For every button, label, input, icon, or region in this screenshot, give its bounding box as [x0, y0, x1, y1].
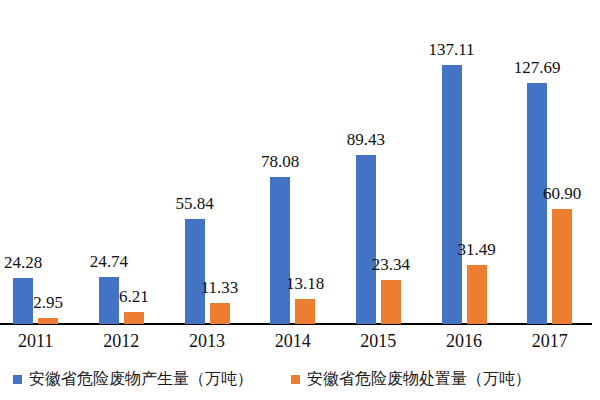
value-label-produced-2014: 78.08: [240, 152, 320, 171]
value-label-disposed-2011: 2.95: [8, 293, 88, 312]
legend-swatch-disposal-icon: [291, 375, 300, 384]
bar-produced-2015: [356, 155, 376, 324]
value-label-produced-2015: 89.43: [326, 130, 406, 149]
legend-item-production: 安徽省危险废物产生量（万吨）: [13, 368, 253, 390]
legend-label-production: 安徽省危险废物产生量（万吨）: [29, 368, 253, 390]
legend-item-disposal: 安徽省危险废物处置量（万吨）: [291, 368, 531, 390]
value-label-disposed-2017: 60.90: [522, 184, 600, 203]
x-tick-2015: 2015: [338, 331, 418, 352]
value-label-produced-2016: 137.11: [412, 40, 492, 59]
bar-disposed-2014: [295, 299, 315, 324]
x-tick-2017: 2017: [510, 331, 590, 352]
value-label-produced-2012: 24.74: [69, 252, 149, 271]
x-tick-2012: 2012: [81, 331, 161, 352]
value-label-produced-2017: 127.69: [497, 58, 577, 77]
legend: 安徽省危险废物产生量（万吨） 安徽省危险废物处置量（万吨）: [13, 368, 531, 390]
x-tick-2014: 2014: [253, 331, 333, 352]
x-tick-2013: 2013: [167, 331, 247, 352]
bar-disposed-2013: [210, 303, 230, 324]
legend-swatch-production-icon: [13, 375, 22, 384]
bar-disposed-2011: [38, 318, 58, 324]
value-label-disposed-2014: 13.18: [265, 274, 345, 293]
bar-produced-2016: [442, 65, 462, 324]
bar-produced-2017: [527, 83, 547, 324]
value-label-disposed-2012: 6.21: [94, 287, 174, 306]
value-label-produced-2013: 55.84: [155, 194, 235, 213]
bar-produced-2014: [270, 177, 290, 325]
value-label-disposed-2015: 23.34: [351, 255, 431, 274]
value-label-produced-2011: 24.28: [0, 253, 63, 272]
bar-disposed-2017: [552, 209, 572, 324]
bar-chart: 24.28 2.95 2011 24.74 6.21 2012 55.84 11.33 2013…: [0, 0, 600, 400]
legend-label-disposal: 安徽省危险废物处置量（万吨）: [307, 368, 531, 390]
bar-disposed-2015: [381, 280, 401, 324]
bar-produced-2013: [185, 219, 205, 325]
plot-area: 24.28 2.95 2011 24.74 6.21 2012 55.84 11.33 2013…: [0, 0, 600, 400]
value-label-disposed-2016: 31.49: [437, 240, 517, 259]
x-tick-2011: 2011: [0, 331, 76, 352]
value-label-disposed-2013: 11.33: [180, 278, 260, 297]
bar-disposed-2012: [124, 312, 144, 324]
bar-disposed-2016: [467, 265, 487, 325]
x-tick-2016: 2016: [424, 331, 504, 352]
